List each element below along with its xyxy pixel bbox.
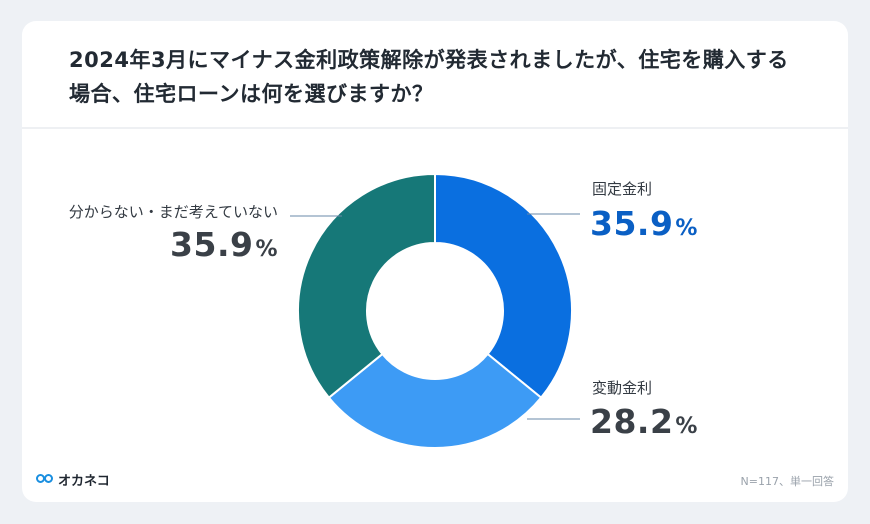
value-variable-rate-number: 28.2 (590, 402, 674, 441)
title-line-1: 2024年3月にマイナス金利政策解除が発表されましたが、住宅を購入する (69, 48, 789, 72)
value-variable-rate: 28.2% (590, 402, 698, 441)
value-variable-rate-unit: % (675, 414, 698, 439)
slice-variable-rate (327, 352, 543, 449)
value-undecided-number: 35.9 (170, 225, 254, 264)
brand-logo: オカネコ (36, 470, 110, 489)
value-undecided: 35.9% (170, 225, 278, 264)
value-undecided-unit: % (255, 237, 278, 262)
sample-note: N=117、単一回答 (740, 475, 834, 488)
brand-logo-icon (36, 474, 54, 485)
title-line-2: 場合、住宅ローンは何を選びますか？ (69, 82, 434, 106)
slice-undecided (297, 172, 436, 400)
brand-name: オカネコ (58, 474, 110, 489)
value-fixed-rate: 35.9% (590, 204, 698, 243)
slice-fixed-rate (434, 172, 573, 400)
label-variable-rate: 変動金利 (592, 379, 653, 397)
title-divider (22, 127, 848, 129)
value-fixed-rate-unit: % (675, 216, 698, 241)
value-fixed-rate-number: 35.9 (590, 204, 674, 243)
chart-title: 2024年3月にマイナス金利政策解除が発表されましたが、住宅を購入する 場合、住… (69, 43, 829, 111)
label-undecided: 分からない・まだ考えていない (68, 203, 278, 221)
label-fixed-rate: 固定金利 (592, 180, 653, 198)
chart-card: 2024年3月にマイナス金利政策解除が発表されましたが、住宅を購入する 場合、住… (22, 21, 848, 502)
donut-chart (290, 172, 580, 449)
